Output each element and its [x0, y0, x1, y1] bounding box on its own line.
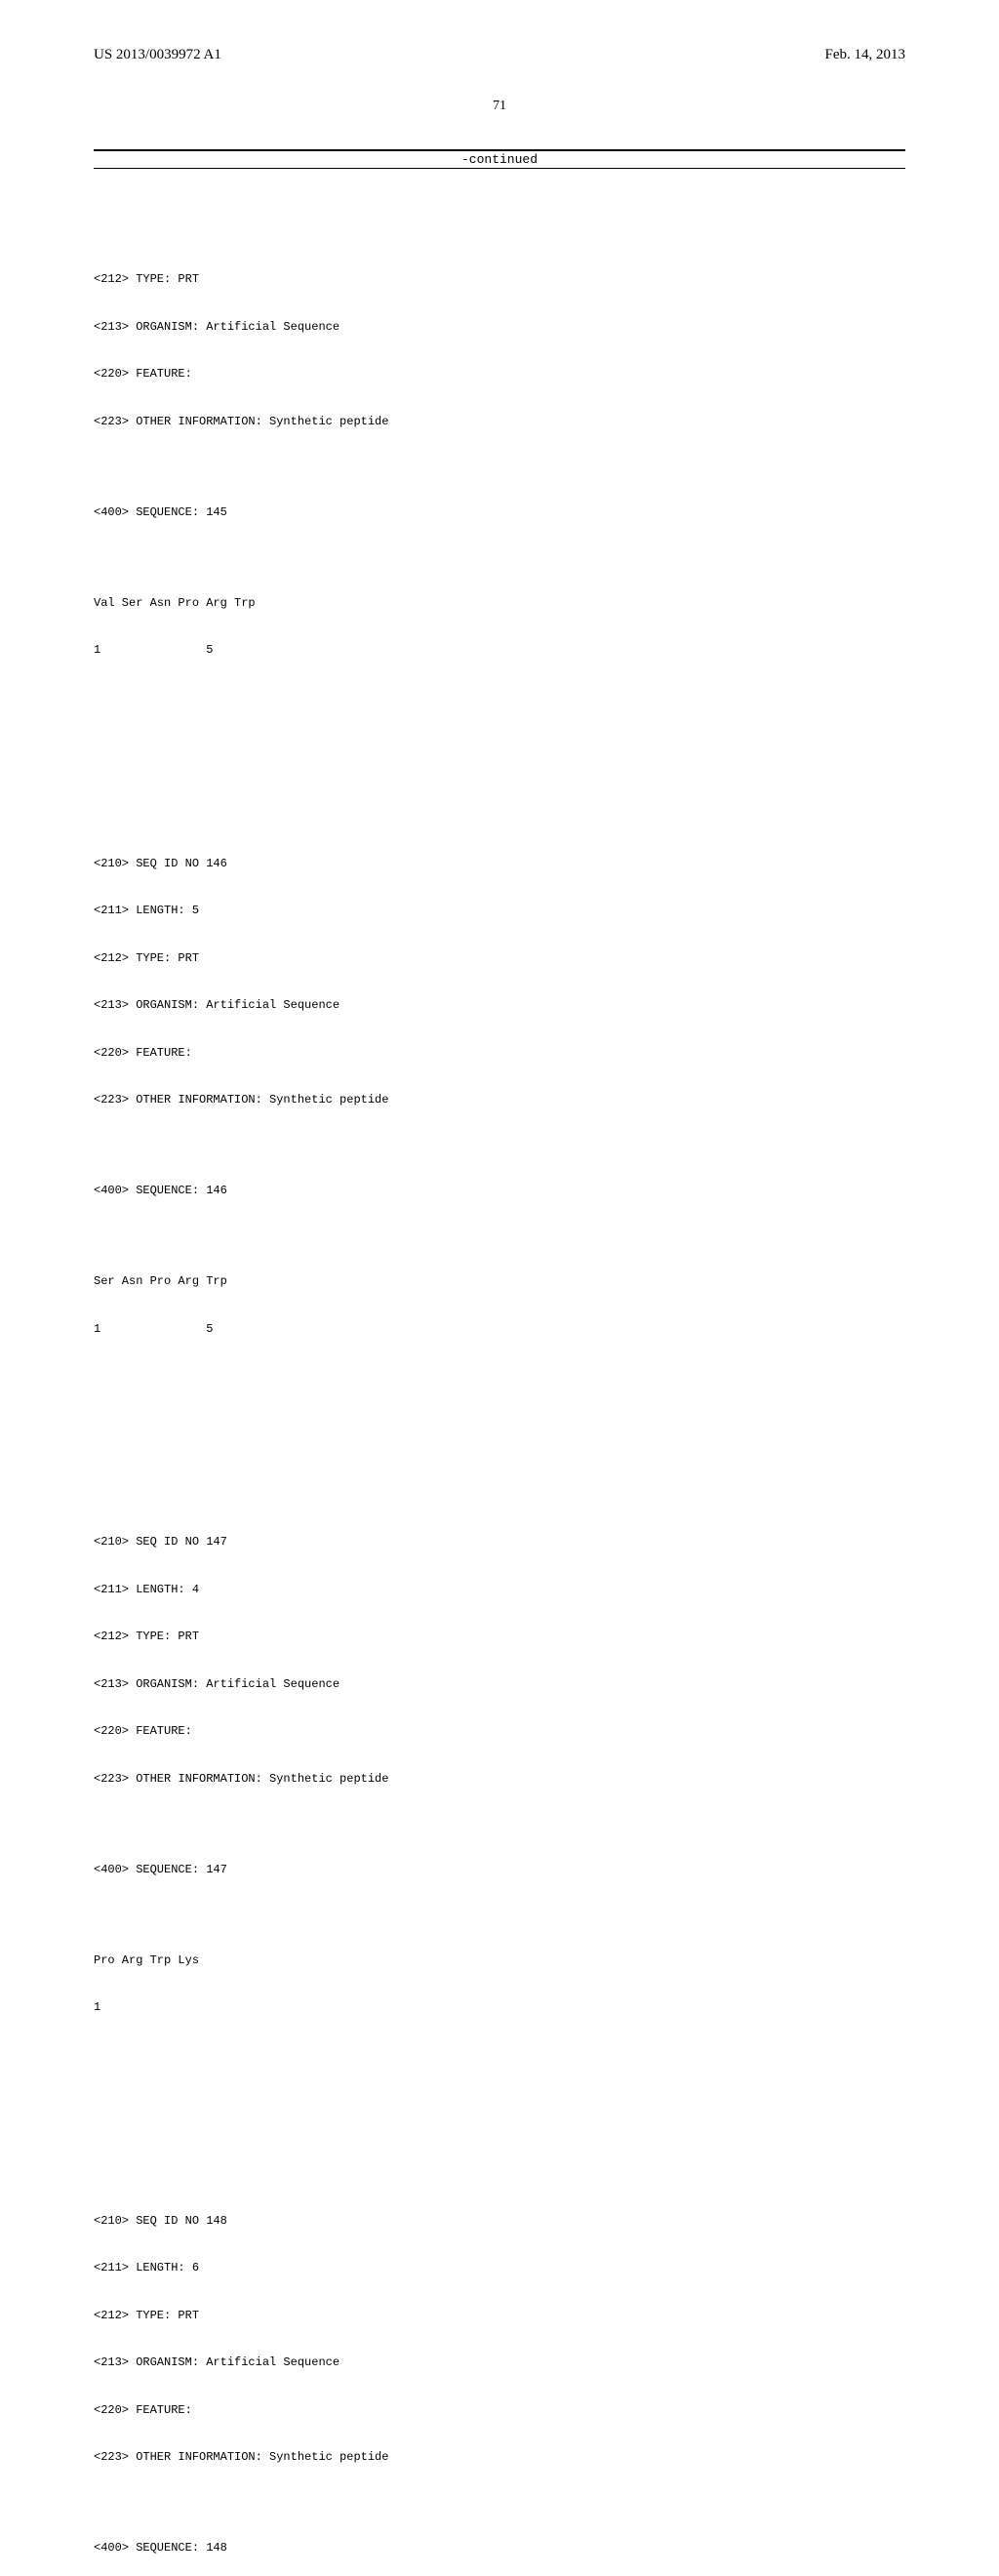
seq-meta-line: <223> OTHER INFORMATION: Synthetic pepti… — [94, 414, 905, 429]
seq-body: Pro Arg Trp Lys 1 — [94, 1920, 905, 2047]
seq-tag: <400> SEQUENCE: 147 — [94, 1862, 905, 1877]
seq-tag: <400> SEQUENCE: 145 — [94, 504, 905, 520]
seq-tag-text: <400> SEQUENCE: 147 — [94, 1863, 227, 1876]
sequence-listing: <212> TYPE: PRT <213> ORGANISM: Artifici… — [94, 177, 905, 2576]
seq-residues: Ser Asn Pro Arg Trp — [94, 1273, 905, 1289]
page-header: US 2013/0039972 A1 Feb. 14, 2013 — [94, 47, 905, 63]
seq-meta-line: <223> OTHER INFORMATION: Synthetic pepti… — [94, 2449, 905, 2465]
seq-meta-line: <223> OTHER INFORMATION: Synthetic pepti… — [94, 1092, 905, 1107]
patent-page: US 2013/0039972 A1 Feb. 14, 2013 71 -con… — [0, 0, 999, 1288]
seq-spacer — [94, 733, 905, 748]
seq-meta-line: <212> TYPE: PRT — [94, 950, 905, 966]
seq-meta-line: <220> FEATURE: — [94, 1045, 905, 1061]
continued-rule: -continued — [94, 149, 905, 169]
seq-meta-line: <210> SEQ ID NO 146 — [94, 856, 905, 871]
seq-meta-line: <212> TYPE: PRT — [94, 2308, 905, 2323]
seq-meta-line: <212> TYPE: PRT — [94, 1629, 905, 1644]
seq-body: Val Ser Asn Pro Arg Trp 1 5 — [94, 563, 905, 690]
seq-positions: 1 5 — [94, 642, 905, 658]
seq-meta-line: <210> SEQ ID NO 147 — [94, 1534, 905, 1550]
seq-meta-line: <211> LENGTH: 6 — [94, 2260, 905, 2275]
seq-meta-block: <210> SEQ ID NO 147 <211> LENGTH: 4 <212… — [94, 1503, 905, 1819]
seq-meta-line: <213> ORGANISM: Artificial Sequence — [94, 319, 905, 335]
seq-tag-text: <400> SEQUENCE: 146 — [94, 1184, 227, 1197]
seq-tag-text: <400> SEQUENCE: 145 — [94, 505, 227, 519]
seq-meta-line: <213> ORGANISM: Artificial Sequence — [94, 997, 905, 1013]
seq-tag: <400> SEQUENCE: 148 — [94, 2540, 905, 2556]
seq-meta-line: <220> FEATURE: — [94, 2402, 905, 2418]
publication-number: US 2013/0039972 A1 — [94, 47, 221, 63]
seq-meta-line: <211> LENGTH: 4 — [94, 1582, 905, 1597]
seq-positions: 1 — [94, 1999, 905, 2015]
seq-meta-line: <223> OTHER INFORMATION: Synthetic pepti… — [94, 1771, 905, 1787]
seq-meta-line: <213> ORGANISM: Artificial Sequence — [94, 1676, 905, 1692]
seq-tag-text: <400> SEQUENCE: 148 — [94, 2541, 227, 2555]
seq-residues: Pro Arg Trp Lys — [94, 1952, 905, 1968]
seq-body: Ser Asn Pro Arg Trp 1 5 — [94, 1242, 905, 1369]
seq-meta-block: <210> SEQ ID NO 146 <211> LENGTH: 5 <212… — [94, 824, 905, 1140]
seq-meta-block: <210> SEQ ID NO 148 <211> LENGTH: 6 <212… — [94, 2181, 905, 2497]
publication-date: Feb. 14, 2013 — [825, 47, 906, 63]
seq-meta-line: <212> TYPE: PRT — [94, 271, 905, 287]
seq-tag: <400> SEQUENCE: 146 — [94, 1183, 905, 1198]
seq-meta-line: <211> LENGTH: 5 — [94, 903, 905, 918]
seq-meta-line: <210> SEQ ID NO 148 — [94, 2213, 905, 2229]
seq-positions: 1 5 — [94, 1321, 905, 1337]
seq-meta-line: <220> FEATURE: — [94, 1723, 905, 1739]
seq-meta-block: <212> TYPE: PRT <213> ORGANISM: Artifici… — [94, 240, 905, 462]
continued-label: -continued — [461, 152, 538, 167]
seq-residues: Val Ser Asn Pro Arg Trp — [94, 595, 905, 611]
page-number: 71 — [94, 99, 905, 114]
seq-spacer — [94, 2090, 905, 2106]
seq-meta-line: <213> ORGANISM: Artificial Sequence — [94, 2355, 905, 2370]
seq-spacer — [94, 1412, 905, 1428]
seq-meta-line: <220> FEATURE: — [94, 366, 905, 382]
